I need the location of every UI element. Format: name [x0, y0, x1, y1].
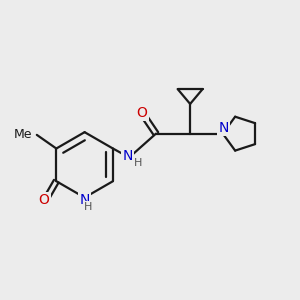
- Text: H: H: [134, 158, 142, 168]
- Text: Me: Me: [14, 128, 32, 141]
- Text: N: N: [80, 193, 90, 207]
- Text: O: O: [136, 106, 147, 120]
- Text: H: H: [83, 202, 92, 212]
- Text: N: N: [218, 121, 229, 135]
- Text: N: N: [122, 149, 133, 163]
- Text: O: O: [39, 193, 50, 207]
